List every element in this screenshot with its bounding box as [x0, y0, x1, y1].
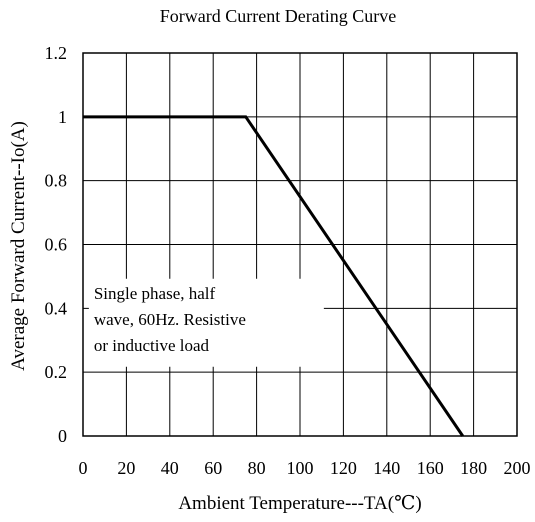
y-tick-label: 0.6: [45, 235, 68, 255]
y-tick-label: 0.2: [45, 362, 68, 382]
annotation-background: [88, 278, 324, 367]
x-tick-label: 60: [204, 458, 222, 478]
series-group: [83, 115, 464, 437]
x-tick-labels: 0 20 40 60 80 100 120 140 160 180 200: [79, 458, 531, 478]
annotation-line: wave, 60Hz. Resistive: [94, 310, 246, 329]
chart-title: Forward Current Derating Curve: [160, 6, 396, 26]
x-tick-label: 100: [287, 458, 314, 478]
y-tick-label: 1.2: [45, 43, 68, 63]
x-tick-label: 80: [248, 458, 266, 478]
y-tick-label: 0: [58, 426, 67, 446]
y-tick-label: 0.4: [45, 298, 68, 318]
y-tick-label: 0.8: [45, 171, 68, 191]
annotation-line: Single phase, half: [94, 284, 216, 303]
annotation-box: Single phase, half wave, 60Hz. Resistive o…: [88, 278, 324, 367]
derating-line: [83, 115, 464, 437]
y-axis-label: Average Forward Current--Io(A): [8, 121, 29, 371]
annotation-line: or inductive load: [94, 336, 210, 355]
y-tick-label: 1: [58, 107, 67, 127]
x-tick-label: 0: [79, 458, 88, 478]
y-tick-labels: 0 0.2 0.4 0.6 0.8 1 1.2: [45, 43, 68, 446]
x-tick-label: 200: [504, 458, 531, 478]
x-axis-label: Ambient Temperature---TA(℃): [178, 493, 421, 514]
grid: [83, 53, 517, 436]
x-tick-label: 180: [460, 458, 487, 478]
plot-frame: [82, 52, 518, 437]
x-tick-label: 140: [373, 458, 400, 478]
x-tick-label: 160: [417, 458, 444, 478]
x-tick-label: 20: [117, 458, 135, 478]
x-tick-label: 40: [161, 458, 179, 478]
x-tick-label: 120: [330, 458, 357, 478]
